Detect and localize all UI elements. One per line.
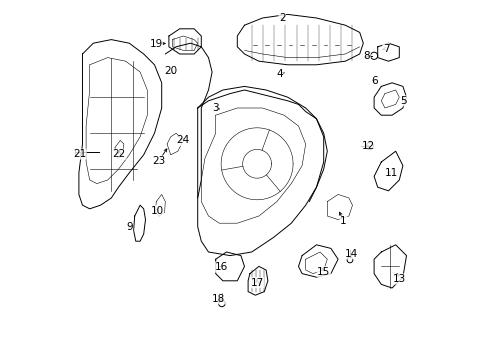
Text: 2: 2 [279,13,285,23]
Text: 11: 11 [384,168,397,178]
Text: 19: 19 [149,39,162,49]
Text: 23: 23 [152,156,165,166]
Text: 12: 12 [361,141,374,151]
Text: 7: 7 [382,44,388,54]
Text: 5: 5 [400,96,406,106]
Text: 3: 3 [211,103,218,113]
Text: 10: 10 [150,206,163,216]
Text: 18: 18 [211,294,225,304]
Text: 16: 16 [214,262,227,272]
Text: 21: 21 [73,149,86,159]
Text: 4: 4 [276,69,283,79]
Text: 22: 22 [112,149,125,159]
Text: 15: 15 [316,267,330,277]
Text: 17: 17 [250,278,263,288]
Text: 14: 14 [345,249,358,259]
Text: 6: 6 [370,76,377,86]
Text: 9: 9 [126,222,132,232]
Text: 8: 8 [363,51,369,61]
Text: 13: 13 [392,274,405,284]
Text: 20: 20 [164,66,177,76]
Text: 24: 24 [176,135,189,145]
Text: 1: 1 [340,216,346,226]
